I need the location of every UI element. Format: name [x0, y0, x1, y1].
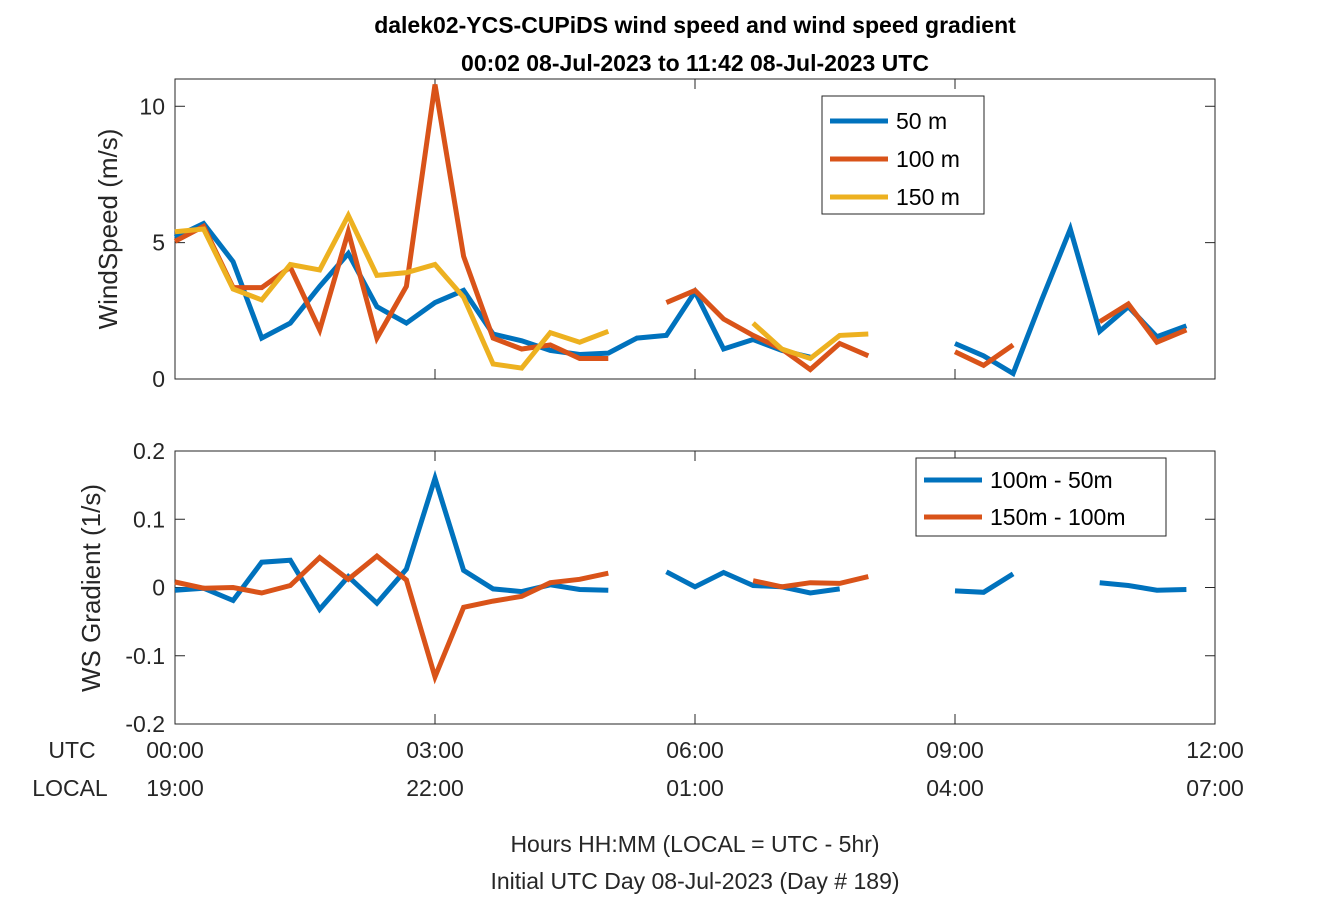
series-line-100-m: [173, 84, 1188, 373]
windspeed-lines: [173, 84, 1188, 378]
series-line-150m-100m: [174, 552, 869, 685]
legend-label: 150m - 100m: [990, 504, 1126, 530]
legend-box: [821, 95, 985, 215]
y-tick-label: 0.1: [133, 506, 165, 532]
windspeed-plot-area: [174, 78, 1216, 380]
x-tick-label-local: 19:00: [146, 775, 204, 801]
y-tick-label: 0: [152, 575, 165, 601]
legend-label: 100m - 50m: [990, 467, 1113, 493]
x-tick-label-local: 01:00: [666, 775, 724, 801]
legend-box: [915, 457, 1167, 537]
gradient-axes: -0.2 -0.1 0 0.1 0.2 WS Gradient (1/s) 100m -…: [76, 438, 1216, 737]
x-tick-label-utc: 09:00: [926, 737, 984, 763]
legend-label: 100 m: [896, 146, 960, 172]
y-tick-label: 5: [152, 230, 165, 256]
windspeed-ticks: 0 5 10: [139, 79, 1216, 392]
series-line-150-m: [174, 209, 869, 371]
y-tick-label: -0.2: [125, 711, 165, 737]
x-tick-labels: 00:00 19:00 03:00 22:00 06:00 01:00 09:00 04:00…: [146, 737, 1244, 801]
gradient-ylabel: WS Gradient (1/s): [76, 484, 106, 692]
gradient-legend: 100m - 50m 150m - 100m: [915, 457, 1167, 537]
x-tick-label-utc: 00:00: [146, 737, 204, 763]
y-tick-label: -0.1: [125, 643, 165, 669]
x-tick-label-utc: 12:00: [1186, 737, 1244, 763]
gradient-ticks: -0.2 -0.1 0 0.1 0.2: [125, 438, 1216, 737]
windspeed-legend: 50 m 100 m 150 m: [821, 95, 985, 215]
x-tick-label-local: 04:00: [926, 775, 984, 801]
gradient-lines: [174, 469, 1187, 685]
chart-subtitle: 00:02 08-Jul-2023 to 11:42 08-Jul-2023 U…: [461, 50, 929, 76]
y-tick-label: 0: [152, 366, 165, 392]
windspeed-axes: 0 5 10 WindSpeed (m/s) 50 m 100 m 150 m: [93, 78, 1216, 392]
legend-label: 50 m: [896, 108, 947, 134]
windspeed-ylabel: WindSpeed (m/s): [93, 129, 123, 330]
x-caption-line2: Initial UTC Day 08-Jul-2023 (Day # 189): [490, 868, 899, 894]
x-tick-label-local: 07:00: [1186, 775, 1244, 801]
local-row-label: LOCAL: [32, 775, 108, 801]
chart-title: dalek02-YCS-CUPiDS wind speed and wind s…: [374, 12, 1016, 38]
y-tick-label: 10: [139, 93, 165, 119]
x-caption-line1: Hours HH:MM (LOCAL = UTC - 5hr): [510, 831, 879, 857]
y-tick-label: 0.2: [133, 438, 165, 464]
utc-row-label: UTC: [48, 737, 95, 763]
series-line-100m-50m: [174, 469, 1187, 614]
x-tick-label-utc: 06:00: [666, 737, 724, 763]
x-tick-label-utc: 03:00: [406, 737, 464, 763]
legend-label: 150 m: [896, 184, 960, 210]
x-tick-label-local: 22:00: [406, 775, 464, 801]
